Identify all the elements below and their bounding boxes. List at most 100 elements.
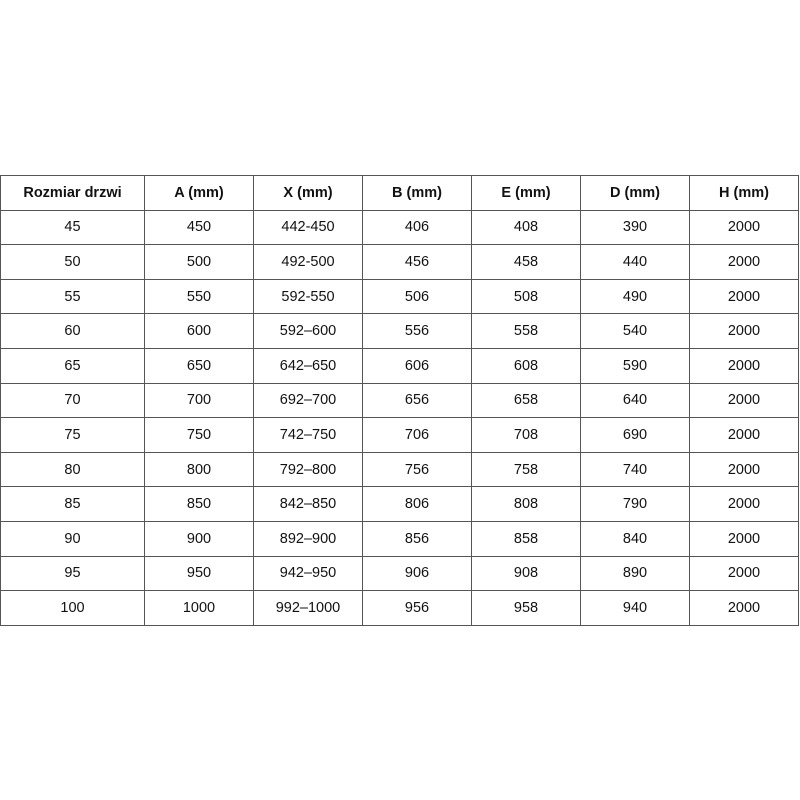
table-cell: 640 [580,382,690,419]
table-cell: 2000 [689,417,799,453]
table-cell: 842–850 [253,486,363,522]
table-cell: 908 [471,555,581,592]
table-cell: 2000 [689,347,799,384]
table-cell: 758 [471,451,581,488]
table-cell: 856 [362,520,472,557]
table-cell: 592-550 [253,278,363,315]
table-cell: 740 [580,451,690,488]
table-cell: 642–650 [253,347,363,384]
table-cell: 658 [471,382,581,419]
table-cell: 406 [362,209,472,246]
column-header: B (mm) [362,175,472,211]
table-cell: 2000 [689,313,799,349]
table-cell: 2000 [689,555,799,592]
column-header: X (mm) [253,175,363,211]
table-cell: 708 [471,417,581,453]
table-row: 95 950 942–950 906 908 890 2000 [0,555,799,592]
table-cell: 65 [0,347,145,384]
table-row: 90 900 892–900 856 858 840 2000 [0,520,799,557]
table-cell: 2000 [689,278,799,315]
table-cell: 440 [580,244,690,280]
table-cell: 60 [0,313,145,349]
table-row: 85 850 842–850 806 808 790 2000 [0,486,799,522]
table-cell: 492-500 [253,244,363,280]
table-row: 75 750 742–750 706 708 690 2000 [0,417,799,453]
table-cell: 892–900 [253,520,363,557]
table-cell: 506 [362,278,472,315]
table-cell: 690 [580,417,690,453]
table-cell: 590 [580,347,690,384]
table-cell: 2000 [689,590,799,626]
table-cell: 100 [0,590,145,626]
table-row: 100 1000 992–1000 956 958 940 2000 [0,590,799,626]
table-cell: 95 [0,555,145,592]
table-cell: 906 [362,555,472,592]
table-cell: 606 [362,347,472,384]
table-cell: 540 [580,313,690,349]
table-cell: 942–950 [253,555,363,592]
table-cell: 650 [144,347,254,384]
table-cell: 2000 [689,209,799,246]
table-cell: 2000 [689,486,799,522]
table-cell: 742–750 [253,417,363,453]
table-cell: 956 [362,590,472,626]
dimensions-table: Rozmiar drzwi A (mm) X (mm) B (mm) E (mm) D (… [0,175,799,626]
table-cell: 940 [580,590,690,626]
table-cell: 80 [0,451,145,488]
table-cell: 890 [580,555,690,592]
table-cell: 70 [0,382,145,419]
table-cell: 840 [580,520,690,557]
table-cell: 75 [0,417,145,453]
column-header: Rozmiar drzwi [0,175,145,211]
table-cell: 750 [144,417,254,453]
table-row: 55 550 592-550 506 508 490 2000 [0,278,799,315]
table-cell: 442-450 [253,209,363,246]
table-cell: 2000 [689,382,799,419]
table-cell: 55 [0,278,145,315]
table-cell: 900 [144,520,254,557]
table-cell: 456 [362,244,472,280]
table-cell: 450 [144,209,254,246]
table-cell: 2000 [689,244,799,280]
table-cell: 808 [471,486,581,522]
table-cell: 992–1000 [253,590,363,626]
table-row: 65 650 642–650 606 608 590 2000 [0,347,799,384]
table-cell: 608 [471,347,581,384]
table-cell: 706 [362,417,472,453]
table-cell: 790 [580,486,690,522]
table-cell: 692–700 [253,382,363,419]
table-cell: 806 [362,486,472,522]
table-cell: 508 [471,278,581,315]
table-cell: 1000 [144,590,254,626]
table-row: 50 500 492-500 456 458 440 2000 [0,244,799,280]
table-cell: 600 [144,313,254,349]
column-header: D (mm) [580,175,690,211]
table-cell: 950 [144,555,254,592]
table-row: 45 450 442-450 406 408 390 2000 [0,209,799,246]
table-cell: 858 [471,520,581,557]
table-cell: 2000 [689,520,799,557]
table-cell: 50 [0,244,145,280]
table-cell: 958 [471,590,581,626]
table-cell: 458 [471,244,581,280]
table-cell: 800 [144,451,254,488]
table-row: 60 600 592–600 556 558 540 2000 [0,313,799,349]
table-cell: 390 [580,209,690,246]
table-cell: 550 [144,278,254,315]
table-cell: 556 [362,313,472,349]
table-row: 80 800 792–800 756 758 740 2000 [0,451,799,488]
column-header: H (mm) [689,175,799,211]
table-cell: 490 [580,278,690,315]
table-cell: 700 [144,382,254,419]
table-cell: 756 [362,451,472,488]
table-cell: 656 [362,382,472,419]
table-cell: 850 [144,486,254,522]
table-cell: 792–800 [253,451,363,488]
table-cell: 45 [0,209,145,246]
table-row: 70 700 692–700 656 658 640 2000 [0,382,799,419]
table-cell: 592–600 [253,313,363,349]
table-cell: 558 [471,313,581,349]
header-row: Rozmiar drzwi A (mm) X (mm) B (mm) E (mm) D (… [0,175,799,211]
table-cell: 85 [0,486,145,522]
table-cell: 500 [144,244,254,280]
